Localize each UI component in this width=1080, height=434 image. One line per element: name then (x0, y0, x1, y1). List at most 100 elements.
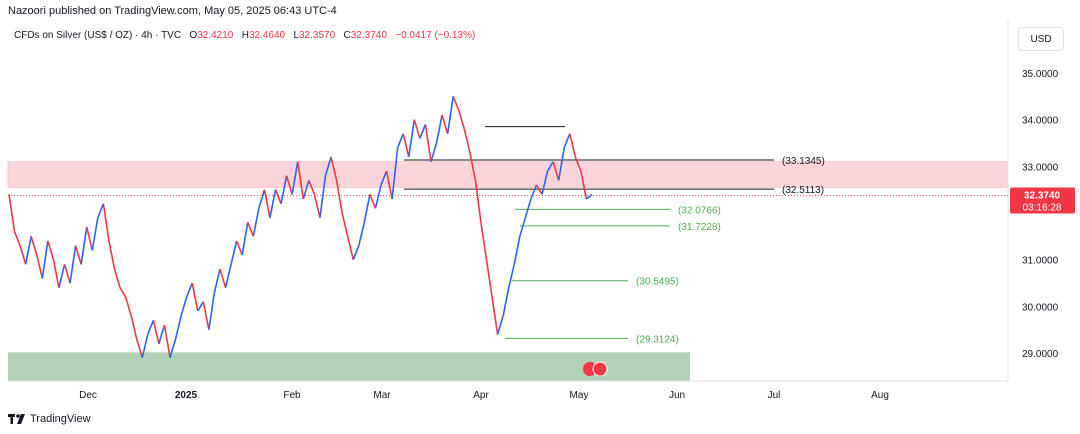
price-segment (335, 180, 343, 214)
price-segment (324, 156, 332, 176)
price-segment (435, 114, 443, 144)
price-segment (485, 259, 493, 298)
footer-brand-label: TradingView (30, 413, 91, 425)
price-segment (224, 264, 232, 288)
price-segment (263, 189, 271, 218)
price-segment (41, 240, 49, 279)
symbol-name: CFDs on Silver (US$ / OZ) · 4h · TVC (14, 30, 182, 41)
price-segment (574, 156, 582, 172)
price-segment (496, 315, 504, 335)
open-value: 32.4210 (197, 30, 234, 41)
close-value: 32.3740 (350, 30, 387, 41)
countdown-timer: 03:16:28 (1023, 203, 1062, 214)
publisher-caption: Nazoori published on TradingView.com, Ma… (8, 5, 337, 17)
price-segment (241, 222, 249, 256)
price-segment (469, 152, 477, 181)
price-segment (346, 236, 355, 260)
open-label: O (189, 30, 198, 41)
us-flag-event-icon[interactable] (592, 361, 608, 377)
y-tick-label: 29.0000 (1022, 349, 1059, 360)
y-tick-label: 34.0000 (1022, 116, 1059, 127)
price-segment (407, 119, 416, 158)
price-segment (13, 231, 21, 246)
level-label: (29.3124) (636, 334, 679, 345)
price-segment (135, 338, 144, 358)
price-segment (535, 184, 543, 195)
last-price-value: 32.3740 (1024, 191, 1061, 202)
price-segment (413, 119, 421, 139)
price-segment (319, 175, 327, 218)
price-segment (446, 96, 454, 134)
price-segment (463, 128, 471, 153)
price-segment (113, 268, 121, 288)
high-value: 32.4640 (248, 30, 286, 41)
price-segment (519, 217, 527, 237)
price-segment (119, 287, 127, 298)
price-segment (63, 264, 71, 284)
x-tick-label: Feb (283, 390, 301, 401)
x-tick-label: Dec (79, 390, 97, 401)
price-segment (102, 203, 110, 242)
price-segment (163, 324, 171, 358)
high-label: H (241, 30, 249, 41)
level-label: (30.5495) (636, 277, 679, 288)
price-segment (147, 320, 155, 335)
price-segment (380, 170, 388, 186)
price-segment (97, 203, 105, 218)
price-segment (230, 240, 238, 265)
price-segment (313, 194, 321, 218)
price-segment (585, 193, 593, 200)
price-segment (47, 240, 55, 260)
price-segment (80, 226, 88, 265)
price-segment (235, 240, 243, 256)
price-segment (569, 133, 577, 158)
level-label: (32.5113) (782, 185, 824, 196)
price-segment (274, 189, 282, 204)
x-tick-label: Jun (669, 390, 685, 401)
level-label: (32.0766) (678, 205, 721, 216)
price-segment (52, 259, 60, 288)
y-tick-label: 30.0000 (1022, 302, 1059, 313)
footer-brand[interactable]: TradingView (8, 413, 91, 425)
price-segment (91, 217, 99, 251)
x-tick-label: 2025 (175, 390, 198, 401)
price-segment (202, 301, 210, 330)
y-tick-label: 31.0000 (1022, 256, 1059, 267)
price-segment (391, 147, 399, 200)
price-segment (141, 334, 149, 358)
demand-zone (8, 352, 690, 381)
price-segment (441, 114, 449, 134)
price-segment (330, 156, 338, 181)
price-segment (541, 170, 549, 195)
price-segment (374, 184, 382, 209)
price-segment (169, 338, 177, 358)
x-tick-label: Mar (373, 390, 391, 401)
price-segment (402, 133, 410, 158)
price-segment (524, 198, 532, 218)
price-segment (219, 268, 227, 288)
price-segment (580, 170, 588, 200)
low-value: 32.3570 (299, 30, 336, 41)
price-segment (430, 142, 438, 162)
price-segment (363, 194, 371, 223)
price-segment (124, 296, 132, 316)
price-segment (158, 324, 166, 344)
price-segment (191, 282, 199, 312)
last-price-badge (1010, 187, 1075, 214)
price-segment (457, 110, 466, 130)
price-segment (302, 180, 310, 200)
low-label: L (293, 30, 299, 41)
price-segment (563, 133, 571, 148)
x-tick-label: Apr (473, 390, 489, 401)
price-segment (58, 264, 66, 288)
price-segment (85, 226, 94, 251)
price-segment (513, 236, 521, 265)
price-segment (480, 222, 488, 260)
price-segment (385, 170, 393, 200)
price-segment (130, 315, 138, 340)
currency-selector[interactable]: USD (1018, 27, 1064, 51)
supply-zone (7, 161, 1009, 188)
tradingview-logo-icon (8, 413, 25, 424)
price-segment (424, 124, 432, 162)
